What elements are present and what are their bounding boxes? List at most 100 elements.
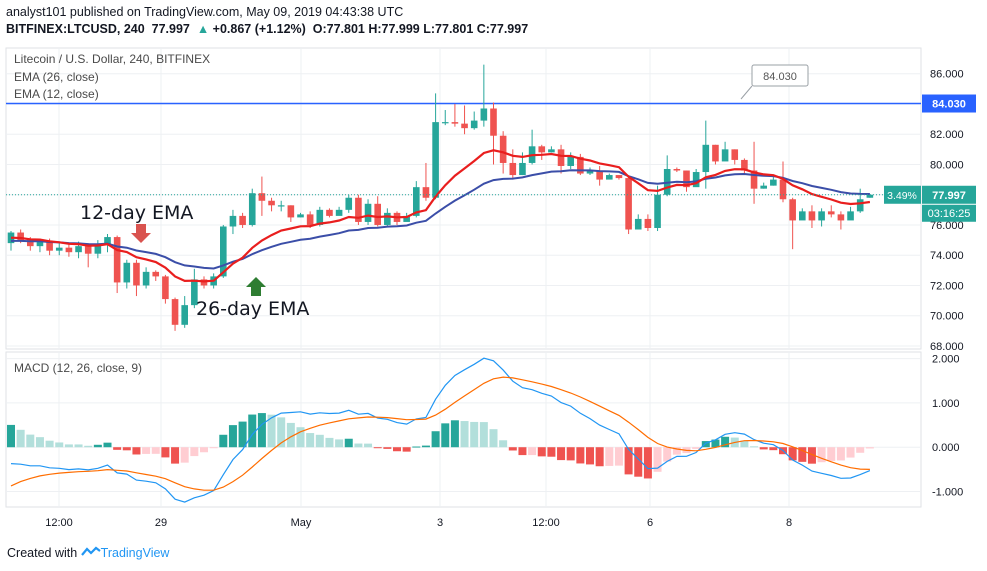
macd-histogram-bar — [344, 438, 353, 448]
footer-text: Created with — [7, 546, 78, 560]
candle-body — [770, 179, 777, 186]
candle-body — [27, 240, 34, 247]
change-value: +0.867 (+1.12%) — [212, 22, 306, 36]
candle-body — [644, 218, 652, 228]
macd-histogram-bar — [209, 447, 218, 449]
macd-histogram-bar — [711, 439, 720, 448]
macd-histogram-bar — [450, 420, 459, 448]
macd-histogram-bar — [508, 447, 517, 451]
macd-histogram-bar — [383, 447, 392, 449]
ema-26-line — [11, 169, 870, 270]
candle-body — [306, 214, 314, 225]
x-tick-label: 6 — [647, 517, 653, 529]
candle-body — [181, 305, 188, 325]
legend-macd[interactable]: MACD (12, 26, close, 9) — [14, 361, 143, 375]
macd-histogram-bar — [402, 447, 411, 452]
candle-body — [451, 122, 459, 124]
macd-histogram-bar — [470, 421, 479, 448]
candle-body — [509, 162, 517, 176]
price-tick-label: 76.000 — [930, 220, 964, 232]
candle-body — [461, 123, 468, 129]
x-tick-label: 8 — [786, 517, 792, 529]
candle-body — [789, 199, 796, 221]
price-badge: 77.997 — [932, 190, 966, 202]
candle-body — [36, 241, 44, 247]
candle-body — [702, 144, 710, 173]
macd-histogram-bar — [759, 447, 768, 450]
price-tick-label: 68.000 — [930, 341, 964, 353]
x-tick-label: May — [291, 517, 312, 529]
candle-body — [191, 279, 198, 306]
footer-brand[interactable]: TradingView — [100, 546, 170, 560]
publish-info: analyst101 published on TradingView.com,… — [6, 5, 403, 19]
candle-body — [17, 232, 24, 241]
pct-badge-bg — [884, 185, 921, 204]
candle-body — [94, 244, 102, 254]
candle-body — [586, 170, 594, 174]
candle-body — [741, 159, 748, 171]
legend-ema26[interactable]: EMA (26, close) — [14, 70, 99, 84]
macd-histogram-bar — [566, 447, 575, 461]
candle-body — [731, 149, 739, 160]
macd-histogram-bar — [315, 434, 324, 448]
macd-histogram-bar — [441, 423, 450, 448]
candle-body — [615, 175, 623, 179]
macd-histogram-bar — [64, 444, 73, 448]
macd-histogram-bar — [827, 447, 836, 461]
candle-body — [287, 205, 295, 218]
candle-body — [750, 170, 758, 189]
candle-body — [355, 197, 362, 222]
legend-title: Litecoin / U.S. Dollar, 240, BITFINEX — [14, 52, 211, 66]
candle-body — [104, 237, 111, 245]
macd-histogram-bar — [817, 447, 826, 463]
macd-histogram-bar — [798, 447, 807, 462]
signal-line — [10, 376, 870, 491]
candle-body — [673, 169, 681, 171]
tradingview-logo-icon — [80, 546, 101, 561]
macd-histogram-bar — [286, 422, 295, 448]
macd-histogram-bar — [614, 447, 623, 466]
candle-body — [567, 156, 574, 166]
macd-histogram-bar — [132, 447, 141, 455]
candle-body — [65, 247, 73, 253]
candle-body — [808, 211, 816, 221]
candle-body — [75, 246, 82, 253]
candle-body — [46, 241, 53, 251]
candle-body — [152, 271, 160, 277]
macd-histogram-bar — [373, 447, 382, 449]
macd-histogram-bar — [846, 447, 855, 458]
macd-histogram-bar — [412, 446, 421, 448]
price-tick-label: 70.000 — [930, 311, 964, 323]
price-tick-label: 80.000 — [930, 159, 964, 171]
macd-histogram-bar — [740, 440, 749, 448]
macd-histogram-bar — [595, 447, 604, 467]
footer: Created with TradingView — [7, 546, 169, 561]
symbol[interactable]: BITFINEX:LTCUSD, 240 — [6, 22, 145, 36]
symbol-line: BITFINEX:LTCUSD, 240 77.997 ▲ +0.867 (+1… — [6, 22, 528, 36]
macd-histogram-bar — [518, 447, 527, 456]
candle-body — [625, 178, 632, 230]
x-tick-label: 29 — [155, 517, 167, 529]
price-tick-label: 82.000 — [930, 129, 964, 141]
timer-badge: 03:16:25 — [928, 208, 971, 220]
price-tick-label: 86.000 — [930, 69, 964, 81]
macd-histogram-bar — [421, 445, 430, 448]
x-tick-label: 12:00 — [532, 517, 560, 529]
macd-line — [10, 357, 871, 503]
candle-body — [683, 170, 690, 188]
last-price: 77.997 — [151, 22, 190, 36]
macd-histogram-bar — [325, 437, 334, 448]
callout-box — [751, 64, 809, 87]
callout-pointer — [740, 85, 753, 100]
macd-histogram-bar — [171, 447, 180, 464]
macd-histogram-bar — [605, 447, 614, 466]
candle-body — [827, 211, 835, 215]
pct-badge: 3.49% — [887, 190, 917, 202]
macd-histogram-bar — [257, 413, 266, 448]
macd-histogram-bar — [489, 429, 498, 448]
legend-ema12[interactable]: EMA (12, close) — [14, 87, 99, 101]
macd-histogram-bar — [267, 414, 276, 448]
timer-badge-bg — [922, 204, 976, 222]
macd-histogram-bar — [277, 417, 286, 448]
ohlc-values: O:77.801 H:77.999 L:77.801 C:77.997 — [312, 22, 529, 36]
